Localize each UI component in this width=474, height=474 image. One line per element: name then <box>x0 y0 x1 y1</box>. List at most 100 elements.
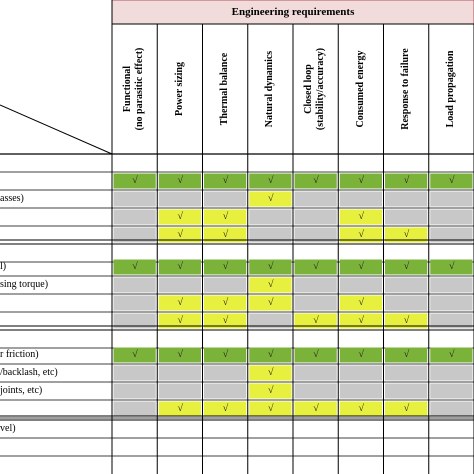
check-mark: √ <box>358 211 365 222</box>
matrix-cell <box>339 209 382 225</box>
matrix-cell <box>294 365 337 381</box>
check-mark: √ <box>177 403 184 414</box>
matrix-cell <box>249 365 292 381</box>
matrix-cell <box>204 383 247 399</box>
check-mark: √ <box>358 175 365 186</box>
matrix-cell <box>113 209 156 225</box>
check-mark: √ <box>403 349 410 360</box>
column-header-line: Thermal balance <box>219 52 231 126</box>
matrix-cell <box>158 365 201 381</box>
engineering-requirements-title: Engineering requirements <box>231 6 355 18</box>
matrix-cell <box>294 347 337 363</box>
matrix-cell <box>430 209 473 225</box>
column-header-line: Natural dynamics <box>264 50 276 128</box>
check-mark: √ <box>177 261 184 272</box>
column-header-line: Power sizing <box>173 62 185 116</box>
check-mark: √ <box>222 261 229 272</box>
check-mark: √ <box>222 229 229 240</box>
matrix-cell <box>113 191 156 207</box>
matrix-cell <box>430 295 473 311</box>
check-mark: √ <box>132 175 138 186</box>
matrix-cell <box>339 191 382 207</box>
row-label: asses) <box>0 193 24 204</box>
matrix-cell <box>249 295 292 311</box>
matrix-cell <box>385 401 428 417</box>
matrix-cell <box>249 209 292 225</box>
check-mark: √ <box>268 367 274 378</box>
check-mark: √ <box>449 175 455 186</box>
column-header-line: Load propagation <box>445 50 457 128</box>
matrix-cell <box>204 295 247 311</box>
check-mark: √ <box>177 211 184 222</box>
check-mark: √ <box>268 297 274 308</box>
matrix-cell <box>385 313 428 329</box>
matrix-cell <box>430 365 473 381</box>
matrix-cell <box>158 383 201 399</box>
check-mark: √ <box>268 279 274 290</box>
matrix-cell <box>385 191 428 207</box>
matrix-cell <box>113 365 156 381</box>
matrix-cell <box>385 227 428 243</box>
matrix-cell <box>430 277 473 293</box>
matrix-cell <box>430 227 473 243</box>
check-mark: √ <box>358 297 365 308</box>
matrix-cell <box>294 173 337 189</box>
matrix-cell <box>339 401 382 417</box>
column-header: Power sizing <box>173 14 187 164</box>
matrix-cell <box>339 383 382 399</box>
matrix-cell <box>204 365 247 381</box>
matrix-cell <box>339 295 382 311</box>
matrix-cell <box>294 383 337 399</box>
check-mark: √ <box>358 349 365 360</box>
check-mark: √ <box>358 229 365 240</box>
matrix-cell <box>113 173 156 189</box>
column-header: Response to failure <box>399 14 413 164</box>
check-mark: √ <box>358 315 365 326</box>
matrix-cell <box>339 347 382 363</box>
matrix-cell <box>339 365 382 381</box>
check-mark: √ <box>177 229 184 240</box>
check-mark: √ <box>313 349 319 360</box>
matrix-cell <box>113 295 156 311</box>
corner-diagonal <box>0 104 113 155</box>
matrix-cell <box>430 313 473 329</box>
check-mark: √ <box>313 175 319 186</box>
column-header-line: (no parasitic effect) <box>133 47 145 131</box>
column-header: Closed loop (stability/accuracy) <box>303 14 329 164</box>
matrix-cell <box>113 401 156 417</box>
matrix-cell <box>249 227 292 243</box>
matrix-cell <box>430 383 473 399</box>
check-mark: √ <box>268 349 274 360</box>
check-mark: √ <box>403 175 410 186</box>
check-mark: √ <box>222 175 229 186</box>
matrix-cell <box>158 277 201 293</box>
matrix-cell <box>385 259 428 275</box>
row-label: joints, etc) <box>0 385 43 396</box>
matrix-cell <box>204 313 247 329</box>
matrix-cell <box>294 191 337 207</box>
check-mark: √ <box>132 261 138 272</box>
check-mark: √ <box>222 349 229 360</box>
matrix-cell <box>158 227 201 243</box>
row-label: r friction) <box>0 349 39 360</box>
matrix-cell <box>249 401 292 417</box>
matrix-cell <box>430 347 473 363</box>
matrix-cell <box>158 401 201 417</box>
matrix-cell <box>385 173 428 189</box>
matrix-cell <box>249 313 292 329</box>
matrix-cell <box>294 227 337 243</box>
matrix-cell <box>385 209 428 225</box>
column-header: Load propagation <box>444 14 458 164</box>
column-header-line: Closed loop <box>302 64 314 114</box>
matrix-cell <box>113 259 156 275</box>
matrix-cell <box>430 173 473 189</box>
column-header: Thermal balance <box>218 14 232 164</box>
column-header: Functional (no parasitic effect) <box>122 14 148 164</box>
column-header-line: Response to failure <box>400 48 412 130</box>
check-mark: √ <box>268 385 274 396</box>
matrix-cell <box>385 347 428 363</box>
matrix-cell <box>158 191 201 207</box>
matrix-cell <box>158 209 201 225</box>
matrix-cell <box>249 173 292 189</box>
